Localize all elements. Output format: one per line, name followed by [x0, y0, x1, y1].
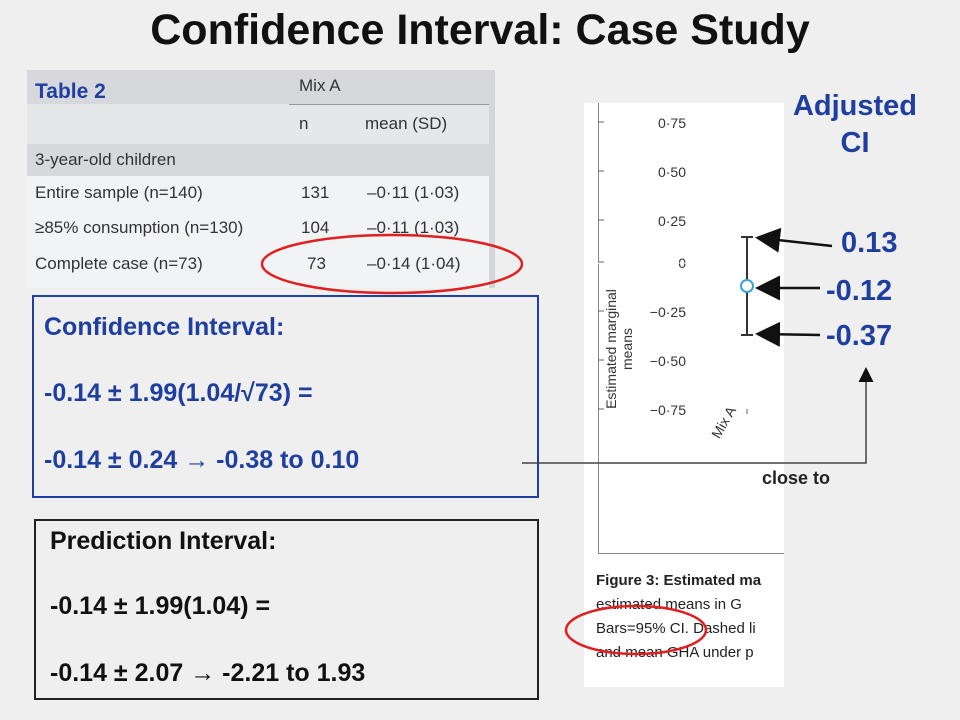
- figure-panel: Estimated marginal means 0·75 0·50 0·25 …: [584, 103, 784, 687]
- results-table: Table 2 Mix A n mean (SD) 3-year-old chi…: [27, 70, 495, 288]
- prediction-formula: -0.14 ± 1.99(1.04) =: [50, 592, 271, 620]
- y-tick-label: 0·75: [657, 115, 686, 131]
- adjusted-ci-title-line: CI: [840, 127, 870, 159]
- table-label: Table 2: [35, 80, 106, 103]
- mean-point: [740, 279, 754, 293]
- connector-line: [522, 367, 874, 464]
- confidence-title: Confidence Interval:: [44, 313, 285, 341]
- y-tick-label: 0·25: [657, 213, 686, 229]
- caption-line: estimated means in G: [596, 596, 742, 613]
- prediction-result: -0.14 ± 2.07 → -2.21 to 1.93: [50, 659, 366, 687]
- table-row-mean: –0·14 (1·04): [367, 254, 461, 273]
- y-tick-label: −0·25: [649, 304, 686, 320]
- table-row-mean: –0·11 (1·03): [367, 183, 460, 202]
- prediction-title: Prediction Interval:: [50, 527, 277, 555]
- confidence-formula: -0.14 ± 1.99(1.04/√73) =: [44, 379, 313, 407]
- caption-line: Bars=95% CI. Dashed li: [596, 620, 756, 637]
- slide-title: Confidence Interval: Case Study: [150, 6, 810, 54]
- caption-line: Figure 3: Estimated ma: [596, 572, 762, 589]
- close-to-label: close to: [762, 468, 831, 488]
- table-row-n: 73: [307, 254, 326, 273]
- table-row-label: Entire sample (n=140): [35, 183, 203, 202]
- table-row-n: 104: [301, 218, 330, 237]
- arrow-lower: [755, 321, 821, 347]
- prediction-interval-box: [34, 519, 539, 700]
- column-n-header: n: [299, 114, 309, 133]
- table-row-label: ≥85% consumption (n=130): [35, 218, 244, 237]
- caption-line: and mean GHA under p: [596, 644, 754, 661]
- table-row-mean: –0·11 (1·03): [367, 218, 460, 237]
- adjusted-ci-title-line: Adjusted: [792, 90, 918, 122]
- table-row-n: 131: [301, 183, 330, 202]
- y-tick-label: −0·75: [649, 402, 686, 418]
- confidence-result: -0.14 ± 0.24 → -0.38 to 0.10: [44, 446, 360, 474]
- highlight-ellipse: [260, 233, 524, 295]
- adjusted-lower: -0.37: [826, 320, 893, 352]
- arrow-upper: [755, 227, 833, 253]
- highlight-ellipse: [564, 604, 708, 656]
- group-header: Mix A: [299, 76, 341, 95]
- adjusted-ci-title: Adjusted CI: [770, 90, 940, 160]
- confidence-interval-box: [32, 295, 539, 498]
- y-tick-label: −0·50: [649, 353, 686, 369]
- adjusted-mid: -0.12: [826, 275, 893, 307]
- table-row-label: Complete case (n=73): [35, 254, 203, 273]
- section-header: 3-year-old children: [35, 150, 176, 169]
- y-tick-label: 0·50: [657, 164, 686, 180]
- adjusted-upper: 0.13: [841, 227, 898, 259]
- figure-caption: Figure 3: Estimated ma estimated means i…: [596, 569, 761, 665]
- column-mean-header: mean (SD): [365, 114, 448, 133]
